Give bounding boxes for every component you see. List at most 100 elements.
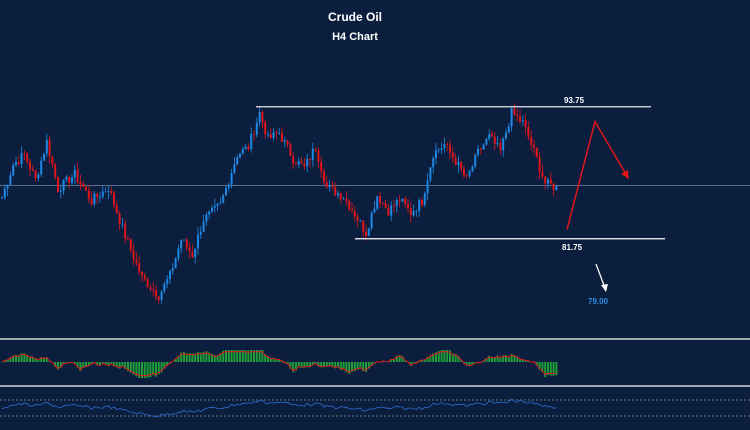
projection-path	[566, 119, 630, 230]
candle-body	[255, 122, 258, 135]
candle-body	[311, 148, 314, 161]
candle-body	[387, 207, 390, 216]
candle-body	[132, 250, 135, 260]
candle-body	[177, 248, 180, 259]
candle-body	[300, 161, 303, 164]
histogram-bar	[3, 360, 6, 362]
candle-body	[303, 163, 306, 167]
candle-body	[247, 146, 250, 150]
candle-body	[533, 144, 535, 148]
histogram-bar	[205, 351, 208, 362]
histogram-bar	[309, 362, 311, 368]
candle-body	[437, 149, 440, 151]
candle-body	[110, 191, 113, 193]
histogram-bar	[521, 359, 524, 362]
support-label: 81.75	[562, 243, 583, 252]
candle-body	[48, 139, 51, 157]
candle-body	[429, 167, 432, 181]
histogram-bar	[457, 355, 460, 362]
candle-body	[353, 211, 356, 217]
histogram-bar	[437, 351, 440, 362]
histogram-bar	[401, 356, 404, 362]
candle-body	[395, 200, 398, 206]
histogram-bar	[496, 355, 499, 362]
candle-body	[213, 205, 216, 208]
histogram-bar	[15, 354, 17, 362]
histogram-bar	[286, 362, 289, 364]
histogram-bar	[404, 360, 407, 362]
histogram-bar	[468, 362, 471, 367]
histogram-bar	[76, 362, 79, 368]
candle-body	[463, 168, 465, 176]
candle-body	[180, 239, 183, 249]
candle-body	[493, 136, 496, 144]
histogram-bar	[255, 350, 258, 362]
histogram-bar	[323, 362, 325, 368]
candle-body	[549, 179, 552, 184]
candle-body	[183, 239, 185, 241]
histogram-bar	[267, 355, 269, 362]
candle-body	[185, 239, 188, 248]
histogram-bar	[311, 362, 314, 366]
histogram-bar	[222, 350, 225, 362]
candle-body	[62, 179, 65, 191]
histogram-bar	[516, 356, 519, 362]
candle-body	[121, 223, 124, 225]
candle-body	[317, 150, 320, 162]
histogram-bar	[174, 358, 177, 362]
candle-body	[519, 116, 521, 122]
histogram-bar	[549, 362, 552, 376]
histogram-bar	[524, 360, 527, 362]
histogram-bar	[113, 362, 115, 367]
candle-body	[222, 195, 225, 203]
candle-body	[6, 184, 9, 189]
candle-body	[59, 190, 62, 192]
candle-body	[227, 184, 230, 188]
candle-body	[157, 296, 160, 300]
histogram-bar	[87, 362, 90, 367]
candle-body	[71, 177, 73, 183]
candle-body	[465, 175, 468, 177]
histogram-bar	[264, 354, 267, 362]
candle-body	[535, 147, 538, 158]
histogram-bar	[278, 359, 281, 362]
candle-body	[104, 191, 107, 193]
candle-body	[348, 200, 351, 210]
candle-body	[415, 211, 418, 212]
candle-body	[460, 161, 463, 169]
histogram-bar	[513, 355, 516, 362]
candle-body	[79, 181, 82, 184]
histogram-bar	[29, 356, 31, 362]
candle-body	[404, 198, 407, 205]
histogram-bar	[253, 350, 255, 362]
histogram-bar	[107, 362, 110, 367]
candle-body	[244, 146, 247, 149]
candle-body	[482, 144, 485, 150]
candle-body	[516, 114, 519, 117]
candle-body	[334, 187, 337, 196]
histogram-bar	[446, 350, 449, 362]
candle-body	[485, 138, 488, 145]
histogram-bar	[6, 359, 9, 362]
candle-body	[401, 198, 404, 202]
candle-body	[230, 173, 233, 185]
candle-body	[211, 207, 213, 212]
candle-body	[538, 157, 541, 172]
candle-body	[278, 132, 281, 134]
histogram-bar	[82, 362, 85, 369]
histogram-bar	[216, 354, 219, 362]
histogram-bar	[297, 362, 300, 368]
candle-body	[289, 144, 292, 157]
histogram-bar	[127, 362, 129, 372]
candle-body	[194, 248, 197, 258]
candle-body	[188, 247, 191, 252]
histogram-bar	[101, 362, 104, 364]
candle-body	[264, 122, 267, 135]
candle-body	[272, 132, 275, 138]
candle-body	[124, 223, 127, 239]
candle-body	[43, 153, 45, 161]
candle-body	[166, 279, 169, 284]
candle-body	[342, 198, 345, 200]
histogram-bar	[505, 355, 507, 362]
histogram-bar	[149, 362, 152, 378]
